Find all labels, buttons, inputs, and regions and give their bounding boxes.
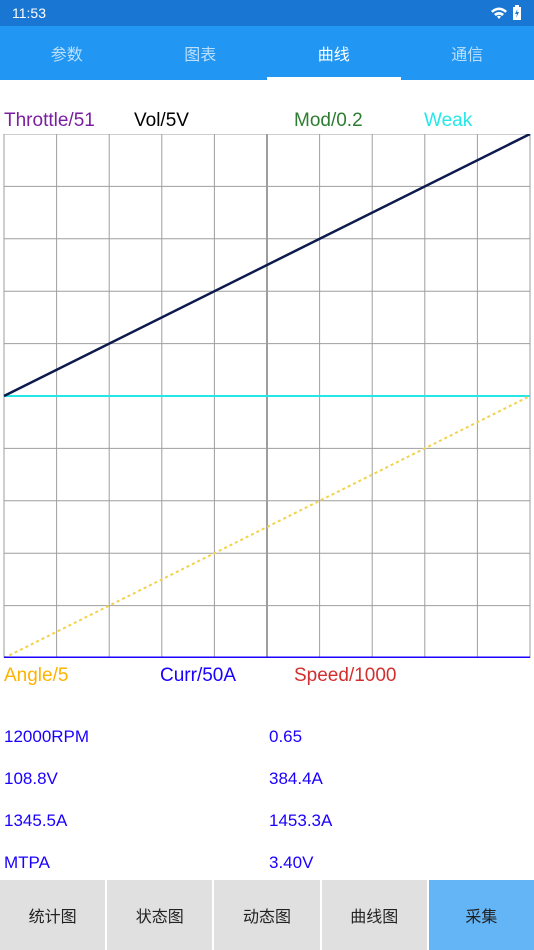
tab-indicator bbox=[267, 77, 401, 80]
chart-label: Weak bbox=[424, 110, 514, 132]
chart-label: Vol/5V bbox=[134, 110, 294, 132]
status-time: 11:53 bbox=[12, 5, 46, 21]
tab-curve[interactable]: 曲线 bbox=[267, 26, 401, 80]
reading-value: 1453.3A bbox=[267, 811, 534, 831]
tab-comm[interactable]: 通信 bbox=[401, 26, 534, 80]
reading-value: 0.65 bbox=[267, 727, 534, 747]
reading-value: 3.40V bbox=[267, 853, 534, 873]
bottom-button[interactable]: 采集 bbox=[429, 880, 534, 950]
chart-label: Angle/5 bbox=[4, 665, 160, 687]
tab-chart[interactable]: 图表 bbox=[134, 26, 268, 80]
reading-value: 1345.5A bbox=[0, 811, 267, 831]
chart-label: Throttle/51 bbox=[4, 110, 134, 132]
chart-label: Curr/50A bbox=[160, 665, 294, 687]
readings-grid: 12000RPM0.65 108.8V384.4A 1345.5A1453.3A MT… bbox=[0, 689, 534, 873]
chart-canvas bbox=[0, 134, 534, 663]
status-bar: 11:53 bbox=[0, 0, 534, 26]
chart-area: Throttle/51Vol/5VMod/0.2Weak Angle/5Curr… bbox=[0, 80, 534, 689]
reading-value: MTPA bbox=[0, 853, 267, 873]
battery-icon bbox=[512, 5, 522, 21]
reading-value: 108.8V bbox=[0, 769, 267, 789]
bottom-bar: 统计图状态图动态图曲线图采集 bbox=[0, 880, 534, 950]
chart-label: Speed/1000 bbox=[294, 665, 464, 687]
bottom-button[interactable]: 动态图 bbox=[214, 880, 319, 950]
bottom-button[interactable]: 统计图 bbox=[0, 880, 105, 950]
tab-bar: 参数 图表 曲线 通信 bbox=[0, 26, 534, 80]
wifi-icon bbox=[490, 6, 508, 20]
reading-value: 384.4A bbox=[267, 769, 534, 789]
chart-svg bbox=[0, 134, 534, 658]
chart-label: Mod/0.2 bbox=[294, 110, 424, 132]
reading-value: 12000RPM bbox=[0, 727, 267, 747]
chart-top-labels: Throttle/51Vol/5VMod/0.2Weak bbox=[0, 110, 534, 134]
bottom-button[interactable]: 状态图 bbox=[107, 880, 212, 950]
bottom-button[interactable]: 曲线图 bbox=[322, 880, 427, 950]
status-icons bbox=[490, 5, 522, 21]
chart-bottom-labels: Angle/5Curr/50ASpeed/1000 bbox=[0, 663, 534, 689]
tab-params[interactable]: 参数 bbox=[0, 26, 134, 80]
